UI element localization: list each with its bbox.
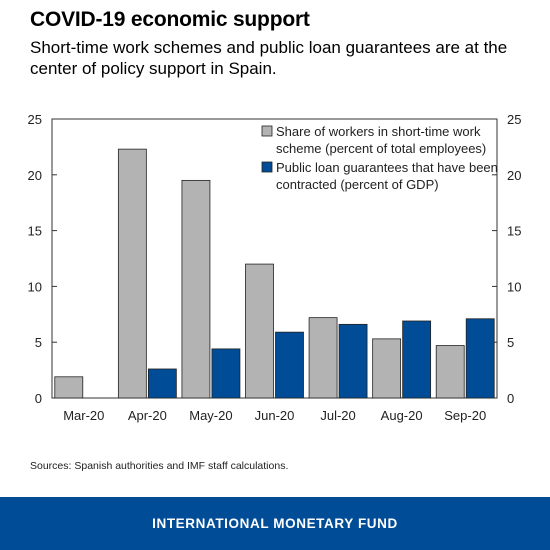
bar-loan-guarantees [465,318,495,399]
y-tick-label-right: 15 [507,224,521,239]
bar-short-time-work [245,263,274,399]
x-tick-label: Mar-20 [63,408,104,423]
y-tick-label-left: 15 [28,224,42,239]
y-tick-label-right: 0 [507,391,514,406]
x-tick-label: Jul-20 [320,408,355,423]
x-tick-label: Jun-20 [255,408,295,423]
y-tick-label-left: 20 [28,168,42,183]
x-tick-label: Aug-20 [381,408,423,423]
bar-loan-guarantees [275,331,304,399]
bar-short-time-work [308,317,338,399]
plot-frame [51,118,498,399]
bar-short-time-work [372,338,402,399]
bar-short-time-work [117,148,147,399]
bar-short-time-work [181,179,211,399]
legend-label: scheme (percent of total employees) [276,141,486,156]
x-tick-label: May-20 [189,408,232,423]
y-tick-label-left: 5 [35,335,42,350]
source-note: Sources: Spanish authorities and IMF sta… [30,460,289,472]
bar-short-time-work [54,376,84,399]
y-tick-label-right: 10 [507,279,521,294]
chart-title: COVID-19 economic support [30,8,310,31]
bar-loan-guarantees [211,348,241,399]
x-tick-label: Apr-20 [128,408,167,423]
bar-short-time-work [435,345,465,399]
y-tick-label-left: 25 [28,112,42,127]
y-tick-label-right: 20 [507,168,521,183]
footer-bar: INTERNATIONAL MONETARY FUND [0,497,550,550]
y-tick-label-right: 25 [507,112,521,127]
chart-subtitle: Short-time work schemes and public loan … [30,38,508,78]
legend-label: contracted (percent of GDP) [276,177,439,192]
y-tick-label-right: 5 [507,335,514,350]
legend-label: Share of workers in short-time work [276,124,481,139]
footer-label: INTERNATIONAL MONETARY FUND [152,516,398,531]
bar-loan-guarantees [402,320,432,399]
y-tick-label-left: 10 [28,279,42,294]
legend-swatch [261,161,273,173]
bar-loan-guarantees [147,368,177,399]
x-tick-label: Sep-20 [444,408,486,423]
bar-chart: 0 0 5 5 10 10 15 15 20 20 25 25 Mar-20 Apr-20 May-20 Ju… [28,112,522,423]
legend-label: Public loan guarantees that have been [276,160,498,175]
y-tick-label-left: 0 [35,391,42,406]
legend-swatch [261,125,273,137]
bar-loan-guarantees [338,323,368,399]
